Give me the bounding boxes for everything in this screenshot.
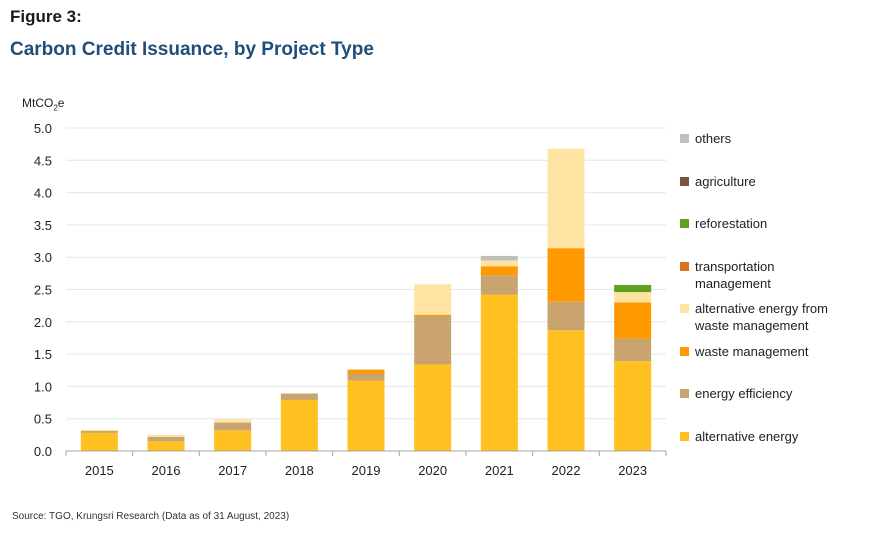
legend-label: alternative energy: [695, 429, 799, 444]
bar-segment: [147, 436, 185, 442]
legend-item: others: [680, 130, 731, 147]
bar-segment: [280, 393, 318, 400]
legend-item: agriculture: [680, 173, 756, 190]
legend-swatch: [680, 177, 689, 186]
x-tick-label: 2022: [552, 463, 581, 478]
y-tick-label: 4.5: [34, 153, 52, 168]
bar-segment: [480, 294, 518, 451]
x-tick-label: 2019: [352, 463, 381, 478]
legend-swatch: [680, 432, 689, 441]
bar-segment: [414, 284, 452, 315]
bar-segment: [614, 361, 652, 451]
legend-swatch: [680, 304, 689, 313]
legend-swatch: [680, 389, 689, 398]
x-tick-label: 2023: [618, 463, 647, 478]
legend-label: alternative energy from waste management: [695, 301, 828, 333]
x-tick-label: 2018: [285, 463, 314, 478]
bar-segment: [80, 429, 118, 431]
y-tick-label: 1.0: [34, 379, 52, 394]
bar-segment: [414, 315, 452, 365]
bar-segment: [214, 419, 252, 423]
bar-segment: [280, 399, 318, 451]
bar-segment: [614, 302, 652, 339]
y-tick-label: 0.0: [34, 444, 52, 459]
legend-label: others: [695, 131, 732, 146]
bar-segment: [414, 364, 452, 451]
legend-item: alternative energy from waste management: [680, 300, 845, 334]
legend-item: transportation management: [680, 258, 795, 292]
legend-swatch: [680, 219, 689, 228]
bar-segment: [614, 292, 652, 303]
x-tick-label: 2020: [418, 463, 447, 478]
bar-segment: [547, 301, 585, 331]
y-tick-label: 2.5: [34, 283, 52, 298]
legend-label: energy efficiency: [695, 386, 793, 401]
x-tick-label: 2016: [152, 463, 181, 478]
bar-segment: [347, 380, 385, 451]
x-tick-label: 2015: [85, 463, 114, 478]
source-note: Source: TGO, Krungsri Research (Data as …: [12, 511, 290, 522]
bar-segment: [614, 338, 652, 362]
y-tick-label: 3.0: [34, 250, 52, 265]
y-tick-label: 5.0: [34, 121, 52, 136]
bar-segment: [414, 314, 452, 316]
bar-segment: [214, 430, 252, 451]
x-tick-label: 2017: [218, 463, 247, 478]
bar-segment: [614, 284, 652, 293]
x-tick-label: 2021: [485, 463, 514, 478]
bar-segment: [147, 434, 185, 437]
bar-segment: [480, 255, 518, 261]
legend-swatch: [680, 262, 689, 271]
bar-segment: [147, 441, 185, 451]
legend-item: energy efficiency: [680, 385, 792, 402]
bar-segment: [480, 260, 518, 267]
bar-segment: [547, 330, 585, 451]
bar-segment: [547, 148, 585, 249]
legend-item: waste management: [680, 343, 808, 360]
legend-label: waste management: [695, 344, 809, 359]
y-tick-label: 2.0: [34, 315, 52, 330]
bar-segment: [80, 430, 118, 433]
legend-swatch: [680, 134, 689, 143]
legend-swatch: [680, 347, 689, 356]
legend-item: alternative energy: [680, 428, 798, 445]
y-tick-label: 0.5: [34, 412, 52, 427]
bar-segment: [214, 422, 252, 431]
y-tick-label: 3.5: [34, 218, 52, 233]
legend-item: reforestation: [680, 215, 767, 232]
bar-segment: [547, 248, 585, 302]
legend-label: reforestation: [695, 216, 768, 231]
y-tick-label: 4.0: [34, 186, 52, 201]
figure-label: Figure 3:: [10, 7, 82, 26]
legend-label: agriculture: [695, 174, 756, 189]
bar-segment: [347, 369, 385, 374]
y-axis-unit: MtCO2e: [22, 96, 65, 113]
legend-label: transportation management: [695, 259, 775, 291]
bar-segment: [480, 275, 518, 295]
chart-title: Carbon Credit Issuance, by Project Type: [10, 39, 374, 60]
y-tick-label: 1.5: [34, 347, 52, 362]
bar-segment: [347, 373, 385, 381]
bar-segment: [480, 266, 518, 276]
bar-segment: [80, 432, 118, 451]
